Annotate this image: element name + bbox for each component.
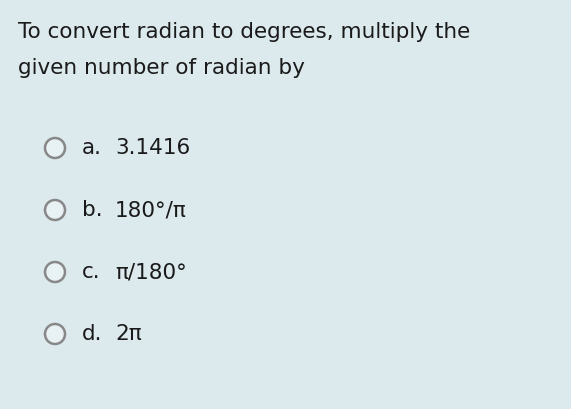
Text: 2π: 2π	[115, 324, 142, 344]
Circle shape	[45, 138, 65, 158]
Circle shape	[45, 262, 65, 282]
Text: c.: c.	[82, 262, 100, 282]
Circle shape	[45, 324, 65, 344]
Circle shape	[45, 200, 65, 220]
Text: given number of radian by: given number of radian by	[18, 58, 305, 78]
Text: a.: a.	[82, 138, 102, 158]
Text: π/180°: π/180°	[115, 262, 187, 282]
Text: d.: d.	[82, 324, 103, 344]
Text: 180°/π: 180°/π	[115, 200, 187, 220]
Text: To convert radian to degrees, multiply the: To convert radian to degrees, multiply t…	[18, 22, 471, 42]
Text: 3.1416: 3.1416	[115, 138, 190, 158]
Text: b.: b.	[82, 200, 103, 220]
